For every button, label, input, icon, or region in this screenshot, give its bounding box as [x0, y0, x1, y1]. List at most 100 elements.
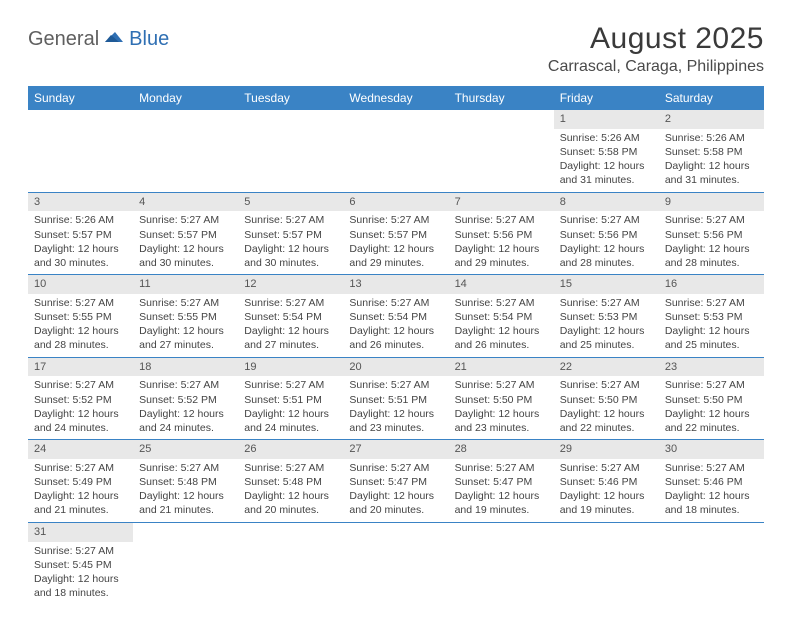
day-line: and 26 minutes.	[349, 338, 442, 352]
day-body: Sunrise: 5:27 AMSunset: 5:52 PMDaylight:…	[133, 376, 238, 439]
day-body: Sunrise: 5:27 AMSunset: 5:46 PMDaylight:…	[554, 459, 659, 522]
day-line: Sunset: 5:53 PM	[560, 310, 653, 324]
day-line: and 27 minutes.	[244, 338, 337, 352]
day-number: 16	[659, 275, 764, 294]
day-number: 8	[554, 193, 659, 212]
day-body: Sunrise: 5:27 AMSunset: 5:46 PMDaylight:…	[659, 459, 764, 522]
day-line: and 21 minutes.	[34, 503, 127, 517]
calendar-head: Sunday Monday Tuesday Wednesday Thursday…	[28, 86, 764, 110]
day-line: Sunset: 5:53 PM	[665, 310, 758, 324]
day-line: and 20 minutes.	[349, 503, 442, 517]
day-line: Sunrise: 5:26 AM	[560, 131, 653, 145]
day-line: Sunrise: 5:27 AM	[560, 296, 653, 310]
calendar-cell: 20Sunrise: 5:27 AMSunset: 5:51 PMDayligh…	[343, 357, 448, 440]
day-line: and 22 minutes.	[665, 421, 758, 435]
day-body: Sunrise: 5:27 AMSunset: 5:55 PMDaylight:…	[28, 294, 133, 357]
day-number: 4	[133, 193, 238, 212]
calendar-cell: 19Sunrise: 5:27 AMSunset: 5:51 PMDayligh…	[238, 357, 343, 440]
calendar-cell: 27Sunrise: 5:27 AMSunset: 5:47 PMDayligh…	[343, 440, 448, 523]
day-line: Sunset: 5:57 PM	[139, 228, 232, 242]
calendar-cell: 28Sunrise: 5:27 AMSunset: 5:47 PMDayligh…	[449, 440, 554, 523]
day-line: Sunrise: 5:27 AM	[665, 296, 758, 310]
day-line: and 29 minutes.	[349, 256, 442, 270]
day-number: 23	[659, 358, 764, 377]
day-line: Sunset: 5:56 PM	[455, 228, 548, 242]
calendar-cell: 31Sunrise: 5:27 AMSunset: 5:45 PMDayligh…	[28, 522, 133, 604]
day-line: Sunrise: 5:27 AM	[244, 213, 337, 227]
day-line: and 23 minutes.	[455, 421, 548, 435]
day-line: and 31 minutes.	[665, 173, 758, 187]
day-body	[133, 114, 238, 168]
day-line: Daylight: 12 hours	[244, 407, 337, 421]
calendar-cell: 2Sunrise: 5:26 AMSunset: 5:58 PMDaylight…	[659, 110, 764, 192]
day-line: and 24 minutes.	[244, 421, 337, 435]
day-line: Daylight: 12 hours	[139, 489, 232, 503]
calendar-cell: 12Sunrise: 5:27 AMSunset: 5:54 PMDayligh…	[238, 275, 343, 358]
day-line: Daylight: 12 hours	[34, 324, 127, 338]
day-line: Sunrise: 5:27 AM	[665, 461, 758, 475]
day-line: Daylight: 12 hours	[34, 572, 127, 586]
day-line: Sunset: 5:51 PM	[349, 393, 442, 407]
day-number: 6	[343, 193, 448, 212]
day-line: Daylight: 12 hours	[665, 159, 758, 173]
calendar-cell: 4Sunrise: 5:27 AMSunset: 5:57 PMDaylight…	[133, 192, 238, 275]
calendar-cell: 15Sunrise: 5:27 AMSunset: 5:53 PMDayligh…	[554, 275, 659, 358]
day-line: and 19 minutes.	[560, 503, 653, 517]
day-number: 19	[238, 358, 343, 377]
dayname-thu: Thursday	[449, 86, 554, 110]
day-body: Sunrise: 5:27 AMSunset: 5:48 PMDaylight:…	[133, 459, 238, 522]
day-body: Sunrise: 5:27 AMSunset: 5:48 PMDaylight:…	[238, 459, 343, 522]
day-body	[28, 114, 133, 168]
day-body: Sunrise: 5:27 AMSunset: 5:57 PMDaylight:…	[343, 211, 448, 274]
day-line: Sunset: 5:50 PM	[665, 393, 758, 407]
logo-text-blue: Blue	[129, 28, 169, 51]
day-line: Sunset: 5:58 PM	[560, 145, 653, 159]
calendar-table: Sunday Monday Tuesday Wednesday Thursday…	[28, 86, 764, 604]
day-line: Daylight: 12 hours	[34, 242, 127, 256]
day-body: Sunrise: 5:27 AMSunset: 5:49 PMDaylight:…	[28, 459, 133, 522]
day-body	[343, 527, 448, 581]
day-line: Sunset: 5:52 PM	[34, 393, 127, 407]
day-line: Daylight: 12 hours	[349, 242, 442, 256]
day-number: 17	[28, 358, 133, 377]
day-line: Daylight: 12 hours	[665, 242, 758, 256]
day-line: Daylight: 12 hours	[560, 324, 653, 338]
day-line: Sunset: 5:47 PM	[349, 475, 442, 489]
calendar-cell: 21Sunrise: 5:27 AMSunset: 5:50 PMDayligh…	[449, 357, 554, 440]
day-number: 3	[28, 193, 133, 212]
calendar-cell: 16Sunrise: 5:27 AMSunset: 5:53 PMDayligh…	[659, 275, 764, 358]
day-line: Sunset: 5:50 PM	[455, 393, 548, 407]
calendar-cell: 17Sunrise: 5:27 AMSunset: 5:52 PMDayligh…	[28, 357, 133, 440]
day-line: Sunset: 5:47 PM	[455, 475, 548, 489]
day-line: and 23 minutes.	[349, 421, 442, 435]
day-number: 18	[133, 358, 238, 377]
day-line: and 30 minutes.	[139, 256, 232, 270]
calendar-cell: 25Sunrise: 5:27 AMSunset: 5:48 PMDayligh…	[133, 440, 238, 523]
day-number: 20	[343, 358, 448, 377]
dayname-fri: Friday	[554, 86, 659, 110]
day-line: Daylight: 12 hours	[455, 324, 548, 338]
day-body: Sunrise: 5:27 AMSunset: 5:56 PMDaylight:…	[449, 211, 554, 274]
day-line: and 22 minutes.	[560, 421, 653, 435]
day-line: Sunrise: 5:27 AM	[244, 378, 337, 392]
day-line: Daylight: 12 hours	[349, 324, 442, 338]
day-line: Sunrise: 5:27 AM	[34, 378, 127, 392]
day-line: Sunrise: 5:27 AM	[560, 378, 653, 392]
calendar-cell	[133, 110, 238, 192]
day-line: and 27 minutes.	[139, 338, 232, 352]
calendar-cell: 26Sunrise: 5:27 AMSunset: 5:48 PMDayligh…	[238, 440, 343, 523]
day-body: Sunrise: 5:27 AMSunset: 5:55 PMDaylight:…	[133, 294, 238, 357]
day-number: 24	[28, 440, 133, 459]
day-body	[133, 527, 238, 581]
calendar-cell	[343, 522, 448, 604]
day-line: Sunset: 5:57 PM	[34, 228, 127, 242]
day-line: Daylight: 12 hours	[139, 407, 232, 421]
calendar-cell: 23Sunrise: 5:27 AMSunset: 5:50 PMDayligh…	[659, 357, 764, 440]
day-line: Daylight: 12 hours	[455, 242, 548, 256]
day-body: Sunrise: 5:26 AMSunset: 5:58 PMDaylight:…	[554, 129, 659, 192]
calendar-body: 1Sunrise: 5:26 AMSunset: 5:58 PMDaylight…	[28, 110, 764, 604]
day-line: and 24 minutes.	[34, 421, 127, 435]
calendar-cell: 9Sunrise: 5:27 AMSunset: 5:56 PMDaylight…	[659, 192, 764, 275]
flag-icon	[105, 28, 127, 49]
day-body: Sunrise: 5:27 AMSunset: 5:51 PMDaylight:…	[343, 376, 448, 439]
